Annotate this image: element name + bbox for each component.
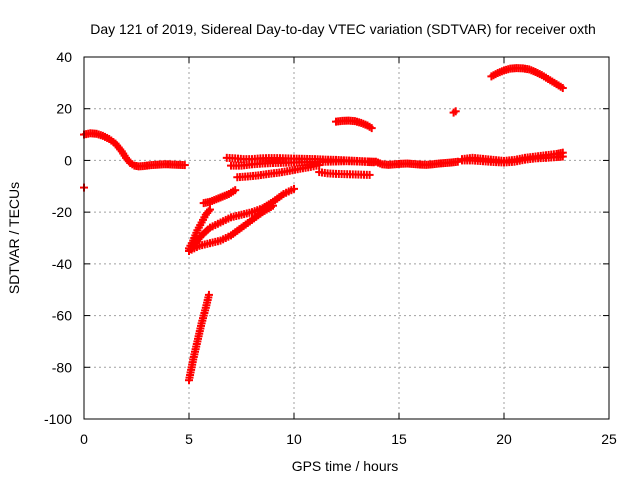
data-point — [558, 152, 567, 161]
y-tick-label: -80 — [52, 359, 72, 375]
x-tick-label: 10 — [286, 431, 302, 447]
chart-title: Day 121 of 2019, Sidereal Day-to-day VTE… — [90, 21, 596, 37]
y-axis-ticks: 40 20 0 -20 -40 -60 -80 -100 — [44, 49, 609, 427]
data-point — [269, 201, 277, 210]
x-tick-label: 20 — [496, 431, 512, 447]
x-tick-label: 25 — [601, 431, 617, 447]
y-tick-label: -20 — [52, 204, 72, 220]
data-point — [365, 170, 374, 179]
x-tick-label: 0 — [80, 431, 88, 447]
data-points — [80, 64, 567, 385]
data-point — [453, 157, 462, 166]
data-point — [558, 84, 567, 93]
y-tick-label: 40 — [56, 49, 72, 65]
data-point — [290, 184, 298, 193]
data-point — [206, 205, 214, 214]
plot-frame — [83, 56, 610, 420]
y-tick-label: 0 — [64, 152, 72, 168]
y-tick-label: 20 — [56, 101, 72, 117]
y-axis-label: SDTVAR / TECUs — [6, 182, 22, 294]
data-point — [180, 161, 189, 170]
x-tick-label: 15 — [391, 431, 407, 447]
y-tick-label: -100 — [44, 411, 72, 427]
y-tick-label: -40 — [52, 256, 72, 272]
data-point — [367, 124, 376, 133]
grid-lines — [84, 57, 609, 419]
data-point — [315, 161, 324, 170]
y-tick-label: -60 — [52, 308, 72, 324]
x-axis-ticks: 0 5 10 15 20 25 — [80, 57, 617, 447]
data-point — [204, 290, 213, 299]
x-axis-label: GPS time / hours — [292, 458, 399, 474]
data-point — [451, 107, 460, 116]
data-point — [231, 186, 240, 195]
x-tick-label: 5 — [185, 431, 193, 447]
